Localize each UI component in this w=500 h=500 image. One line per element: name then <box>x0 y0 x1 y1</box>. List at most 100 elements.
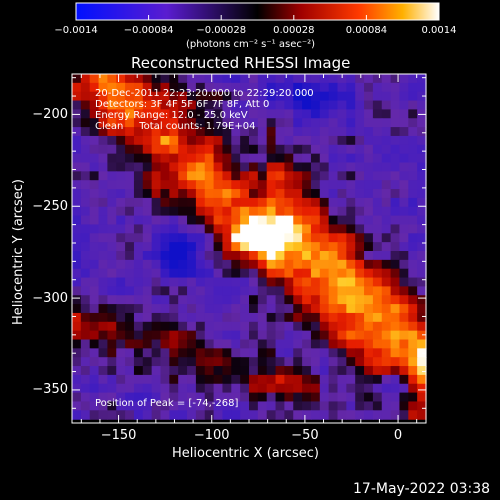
heatmap-cell <box>187 312 197 323</box>
heatmap-cell <box>98 392 108 403</box>
heatmap-cell <box>125 295 135 305</box>
heatmap-cell <box>275 233 285 243</box>
heatmap-cell <box>417 242 427 252</box>
heatmap-cell <box>213 312 224 323</box>
heatmap-cell <box>240 277 250 287</box>
heatmap-cell <box>107 410 117 420</box>
heatmap-cell <box>98 286 108 296</box>
heatmap-cell <box>222 180 232 190</box>
heatmap-cell <box>187 357 197 367</box>
heatmap-cell <box>187 339 197 349</box>
heatmap-cell <box>372 366 383 376</box>
heatmap-cell <box>80 153 91 164</box>
heatmap-cell <box>293 339 303 349</box>
heatmap-cell <box>346 312 356 323</box>
heatmap-cell <box>337 127 347 137</box>
heatmap-cell <box>125 153 135 164</box>
heatmap-cell <box>142 224 153 234</box>
heatmap-cell <box>266 144 277 155</box>
heatmap-cell <box>107 251 117 261</box>
heatmap-cell <box>98 206 108 217</box>
heatmap-cell <box>302 348 312 358</box>
heatmap-cell <box>80 366 91 376</box>
heatmap-cell <box>151 410 162 420</box>
heatmap-cell <box>249 383 259 394</box>
heatmap-cell <box>346 339 356 349</box>
heatmap-cell <box>231 242 241 252</box>
heatmap-cell <box>133 135 144 146</box>
heatmap-cell <box>257 197 268 208</box>
heatmap-cell <box>372 321 383 332</box>
heatmap-cell <box>231 410 241 420</box>
heatmap-cell <box>319 312 330 323</box>
heatmap-cell <box>399 144 409 155</box>
heatmap-cell <box>80 215 91 226</box>
heatmap-cell <box>293 215 303 226</box>
heatmap-cell <box>328 277 339 287</box>
heatmap-cell <box>213 401 224 411</box>
heatmap-cell <box>142 144 153 155</box>
heatmap-cell <box>133 304 144 314</box>
heatmap-cell <box>346 259 356 270</box>
heatmap-cell <box>319 277 330 287</box>
heatmap-cell <box>160 295 170 305</box>
heatmap-cell <box>275 295 285 305</box>
heatmap-cell <box>107 357 117 367</box>
heatmap-cell <box>390 233 401 243</box>
heatmap-cell <box>346 357 356 367</box>
heatmap-cell <box>310 242 321 252</box>
heatmap-cell <box>355 383 365 394</box>
heatmap-cell <box>151 277 162 287</box>
heatmap-cell <box>231 251 241 261</box>
heatmap-cell <box>125 127 135 137</box>
heatmap-cell <box>213 144 224 155</box>
heatmap-cell <box>284 144 294 155</box>
heatmap-cell <box>302 366 312 376</box>
heatmap-cell <box>187 321 197 332</box>
heatmap-cell <box>195 100 206 110</box>
heatmap-cell <box>328 259 339 270</box>
heatmap-cell <box>310 251 321 261</box>
heatmap-cell <box>417 321 427 332</box>
heatmap-cell <box>142 197 153 208</box>
heatmap-cell <box>89 189 100 199</box>
heatmap-cell <box>293 295 303 305</box>
heatmap-cell <box>178 171 188 181</box>
heatmap-cell <box>257 304 268 314</box>
heatmap-cell <box>160 277 170 287</box>
heatmap-cell <box>284 383 294 394</box>
heatmap-cell <box>125 348 135 358</box>
heatmap-cell <box>284 348 294 358</box>
heatmap-cell <box>302 82 312 93</box>
heatmap-cell <box>160 144 170 155</box>
heatmap-cell <box>125 259 135 270</box>
heatmap-cell <box>240 109 250 119</box>
heatmap-cell <box>169 127 179 137</box>
heatmap-cell <box>310 82 321 93</box>
colorbar <box>75 2 440 21</box>
heatmap-cell <box>249 312 259 323</box>
heatmap-cell <box>178 259 188 270</box>
heatmap-cell <box>125 321 135 332</box>
heatmap-cell <box>408 330 418 341</box>
heatmap-cell <box>257 224 268 234</box>
heatmap-cell <box>240 410 250 420</box>
heatmap-cell <box>107 392 117 403</box>
heatmap-cell <box>310 197 321 208</box>
heatmap-cell <box>187 383 197 394</box>
heatmap-cell <box>204 321 215 332</box>
heatmap-cell <box>178 189 188 199</box>
heatmap-cell <box>417 171 427 181</box>
heatmap-cell <box>240 127 250 137</box>
y-tick-label: −200 <box>32 106 68 122</box>
heatmap-cell <box>116 224 126 234</box>
heatmap-cell <box>266 74 277 84</box>
heatmap-cell <box>302 277 312 287</box>
heatmap-cell <box>364 91 374 102</box>
heatmap-cell <box>231 259 241 270</box>
heatmap-cell <box>98 215 108 226</box>
heatmap-cell <box>310 206 321 217</box>
heatmap-cell <box>257 321 268 332</box>
heatmap-cell <box>364 206 374 217</box>
heatmap-cell <box>125 304 135 314</box>
